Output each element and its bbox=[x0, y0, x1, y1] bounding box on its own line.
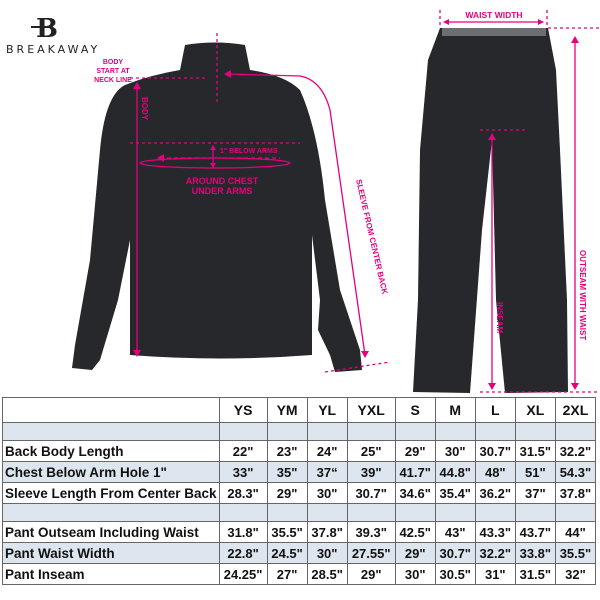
row-label: Pant Waist Width bbox=[2, 542, 220, 564]
brand-name: BREAKAWAY bbox=[6, 43, 101, 56]
measurement-cell: 33.8" bbox=[514, 542, 556, 564]
measurement-cell: 35.5" bbox=[554, 542, 597, 564]
chest-label-2: UNDER ARMS bbox=[192, 186, 253, 196]
measurement-cell: 44" bbox=[554, 521, 597, 543]
measurement-cell: 22.8" bbox=[218, 542, 268, 564]
size-header: L bbox=[474, 397, 516, 423]
measurement-cell: 35.4" bbox=[434, 482, 476, 504]
measurement-cell: 34.6" bbox=[394, 482, 436, 504]
pants bbox=[413, 28, 568, 393]
measurement-cell: 39" bbox=[346, 461, 396, 483]
measurement-cell: 33" bbox=[218, 461, 268, 483]
row-label: Pant Outseam Including Waist bbox=[2, 521, 220, 543]
measurement-cell: 37" bbox=[514, 482, 556, 504]
below-arms-label: 1" BELOW ARMS bbox=[220, 148, 278, 155]
spacer-row bbox=[2, 422, 597, 441]
measurement-cell: 29" bbox=[394, 440, 436, 462]
body-start-label-3: NECK LINE bbox=[94, 77, 132, 84]
size-header: M bbox=[434, 397, 476, 423]
breakaway-logo: B bbox=[31, 14, 58, 44]
size-header: YS bbox=[218, 397, 268, 423]
measurement-cell: 30" bbox=[306, 482, 348, 504]
measurement-cell: 29" bbox=[266, 482, 308, 504]
measurement-cell: 51" bbox=[514, 461, 556, 483]
garment-illustration: B BODY START AT NECK LINE BODY 1 bbox=[31, 10, 600, 393]
measurement-cell: 27" bbox=[266, 563, 308, 585]
size-header: YL bbox=[306, 397, 348, 423]
row-label: Sleeve Length From Center Back bbox=[2, 482, 220, 504]
size-header: YXL bbox=[346, 397, 396, 423]
measurement-cell: 43.7" bbox=[514, 521, 556, 543]
chest-label-1: AROUND CHEST bbox=[186, 176, 259, 186]
spacer-row bbox=[2, 503, 597, 522]
measurement-cell: 28.3" bbox=[218, 482, 268, 504]
table-row: Back Body Length 22" 23" 24" 25" 29" 30" 30.7" 3… bbox=[2, 440, 597, 462]
measurement-cell: 36.2" bbox=[474, 482, 516, 504]
row-label: Chest Below Arm Hole 1" bbox=[2, 461, 220, 483]
measurement-cell: 42.5" bbox=[394, 521, 436, 543]
measurement-cell: 39.3" bbox=[346, 521, 396, 543]
measurement-cell: 31.5" bbox=[514, 440, 556, 462]
measurement-cell: 30.7" bbox=[474, 440, 516, 462]
size-header: 2XL bbox=[554, 397, 597, 423]
measurement-cell: 31" bbox=[474, 563, 516, 585]
measurement-cell: 30.7" bbox=[346, 482, 396, 504]
measurement-cell: 29" bbox=[394, 542, 436, 564]
sleeve-label: SLEEVE FROM CENTER BACK bbox=[354, 178, 389, 295]
measurement-cell: 30" bbox=[306, 542, 348, 564]
body-start-label-1: BODY bbox=[103, 59, 124, 66]
measurement-cell: 30.7" bbox=[434, 542, 476, 564]
measurement-cell: 29" bbox=[346, 563, 396, 585]
measurement-cell: 24" bbox=[306, 440, 348, 462]
body-start-label-2: START AT bbox=[96, 68, 130, 75]
measurement-cell: 30.5" bbox=[434, 563, 476, 585]
row-label: Pant Inseam bbox=[2, 563, 220, 585]
jacket bbox=[72, 42, 362, 372]
row-label: Back Body Length bbox=[2, 440, 220, 462]
measurement-cell: 32.2" bbox=[474, 542, 516, 564]
measurement-cell: 30" bbox=[394, 563, 436, 585]
corner-cell bbox=[2, 397, 220, 423]
measurement-cell: 28.5" bbox=[306, 563, 348, 585]
inseam-label: INSEAM bbox=[495, 302, 504, 333]
outseam-label: OUTSEAM WITH WAIST bbox=[578, 250, 587, 340]
measurement-cell: 43" bbox=[434, 521, 476, 543]
measurement-cell: 37.8" bbox=[306, 521, 348, 543]
measurement-cell: 35.5" bbox=[266, 521, 308, 543]
size-header: YM bbox=[266, 397, 308, 423]
measurement-cell: 32" bbox=[554, 563, 597, 585]
size-header: S bbox=[394, 397, 436, 423]
measurement-cell: 23" bbox=[266, 440, 308, 462]
size-chart-table: YS YM YL YXL S M L XL 2XL Back Body Leng… bbox=[2, 397, 597, 585]
measurement-cell: 25" bbox=[346, 440, 396, 462]
measurement-cell: 24.5" bbox=[266, 542, 308, 564]
svg-text:B: B bbox=[36, 14, 58, 44]
measurement-cell: 54.3" bbox=[554, 461, 597, 483]
measurement-cell: 31.8" bbox=[218, 521, 268, 543]
measurement-cell: 43.3" bbox=[474, 521, 516, 543]
measurement-cell: 44.8" bbox=[434, 461, 476, 483]
measurement-cell: 30" bbox=[434, 440, 476, 462]
header-row: YS YM YL YXL S M L XL 2XL bbox=[2, 397, 597, 423]
measurement-cell: 22" bbox=[218, 440, 268, 462]
table-row: Pant Waist Width 22.8" 24.5" 30" 27.55" 29" 30… bbox=[2, 542, 597, 564]
measurement-cell: 24.25" bbox=[218, 563, 268, 585]
waist-width-label: WAIST WIDTH bbox=[465, 10, 522, 20]
measurement-cell: 32.2" bbox=[554, 440, 597, 462]
measurement-cell: 48" bbox=[474, 461, 516, 483]
table-row: Chest Below Arm Hole 1" 33" 35" 37“ 39" 41.7"… bbox=[2, 461, 597, 483]
table-row: Pant Outseam Including Waist 31.8" 35.5" 37… bbox=[2, 521, 597, 543]
measurement-cell: 37.8" bbox=[554, 482, 597, 504]
table-row: Pant Inseam 24.25" 27" 28.5" 29" 30" 30.5" 31" 3… bbox=[2, 563, 597, 585]
measurement-cell: 37“ bbox=[306, 461, 348, 483]
measurement-cell: 35" bbox=[266, 461, 308, 483]
measurement-cell: 27.55" bbox=[346, 542, 396, 564]
size-header: XL bbox=[514, 397, 556, 423]
measurement-cell: 31.5" bbox=[514, 563, 556, 585]
measurement-cell: 41.7" bbox=[394, 461, 436, 483]
body-label: BODY bbox=[140, 97, 149, 121]
table-row: Sleeve Length From Center Back 28.3" 29" 30… bbox=[2, 482, 597, 504]
